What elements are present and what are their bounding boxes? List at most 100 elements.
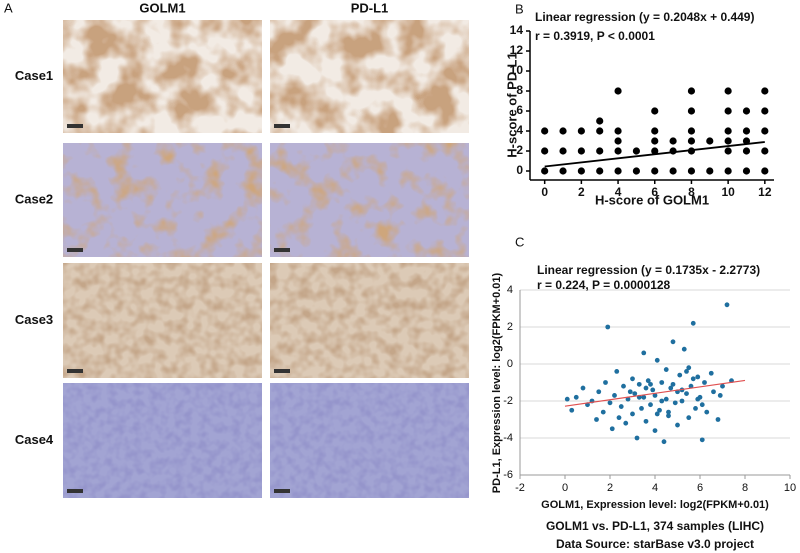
point [695, 396, 701, 402]
regression-line [544, 141, 765, 168]
point [693, 406, 698, 411]
point [614, 147, 622, 155]
point [688, 383, 694, 389]
point [623, 420, 629, 426]
point [607, 400, 613, 406]
point [761, 127, 769, 135]
x-tick-label: 8 [742, 482, 748, 494]
x-tick-label: 10 [784, 482, 796, 494]
annotation: Linear regression (y = 0.2048x + 0.449) [535, 10, 754, 24]
point [612, 393, 617, 398]
point [559, 167, 567, 175]
point [666, 413, 671, 419]
x-tick-label: 2 [578, 185, 585, 199]
y-tick-label: 6 [516, 103, 523, 117]
point [577, 147, 585, 155]
point [715, 417, 721, 422]
tissue-stain [270, 263, 469, 378]
point [686, 415, 692, 421]
point [596, 127, 604, 135]
point [596, 167, 604, 175]
point [699, 402, 705, 408]
point [742, 137, 751, 145]
point [577, 127, 585, 135]
point [609, 426, 615, 432]
point [670, 339, 676, 345]
x-axis-label: H-score of GOLM1 [595, 192, 709, 207]
point [724, 107, 732, 115]
point [687, 137, 696, 145]
y-tick-label: 2 [507, 321, 513, 333]
scale-bar [274, 489, 290, 493]
point [677, 372, 683, 378]
scale-bar [274, 248, 290, 252]
point [643, 418, 649, 424]
point [614, 369, 620, 374]
point [577, 167, 585, 175]
point [742, 127, 751, 135]
tissue-stain [63, 383, 262, 498]
point [648, 402, 653, 408]
panel-label: B [515, 1, 524, 16]
point [652, 428, 658, 433]
point [573, 394, 579, 400]
row-label: Case2 [15, 191, 53, 206]
point [684, 369, 689, 374]
point [651, 167, 659, 175]
scale-bar [67, 489, 83, 493]
x-tick-label: 6 [697, 482, 703, 494]
point [614, 127, 622, 135]
point [742, 147, 751, 155]
row-label: Case1 [15, 68, 53, 83]
y-tick-label: -4 [503, 432, 513, 444]
point [666, 409, 671, 415]
x-tick-label: 12 [758, 185, 772, 199]
point [669, 147, 677, 155]
caption: Data Source: starBase v3.0 project [556, 537, 754, 551]
point [724, 87, 732, 95]
x-tick-label: 8 [688, 185, 695, 199]
x-tick-label: 4 [615, 185, 622, 199]
point [761, 87, 769, 95]
point [690, 320, 696, 326]
point [657, 407, 662, 413]
annotation: r = 0.224, P = 0.0000128 [537, 278, 671, 292]
y-tick-label: 4 [507, 284, 513, 296]
point [632, 147, 641, 155]
point [643, 385, 649, 391]
point [634, 435, 640, 441]
point [761, 107, 769, 115]
scale-bar [274, 124, 290, 128]
point [651, 147, 659, 155]
scale-bar [67, 369, 83, 373]
point [618, 404, 624, 409]
point [720, 383, 725, 389]
x-tick-label: 6 [651, 185, 658, 199]
point [541, 147, 549, 155]
point [724, 167, 732, 175]
point [564, 396, 570, 402]
point [670, 381, 676, 387]
point [652, 393, 658, 398]
y-tick-label: 0 [507, 358, 513, 370]
point [641, 350, 647, 356]
y-axis-label: H-score of PD-L1 [504, 52, 519, 157]
tissue-stain [63, 143, 262, 257]
point [541, 167, 549, 175]
y-tick-label: 4 [516, 123, 523, 137]
point [639, 406, 644, 411]
point [675, 422, 680, 428]
y-tick-label: 14 [510, 23, 524, 37]
point [687, 167, 696, 175]
point [672, 400, 678, 406]
point [605, 324, 611, 330]
point [724, 147, 732, 155]
point [616, 415, 622, 421]
point [679, 398, 685, 404]
y-tick-label: 2 [516, 143, 523, 157]
y-tick-label: 10 [510, 63, 524, 77]
column-header: PD-L1 [351, 0, 389, 15]
x-tick-label: -2 [515, 482, 525, 494]
point [695, 374, 701, 380]
point [706, 167, 714, 175]
